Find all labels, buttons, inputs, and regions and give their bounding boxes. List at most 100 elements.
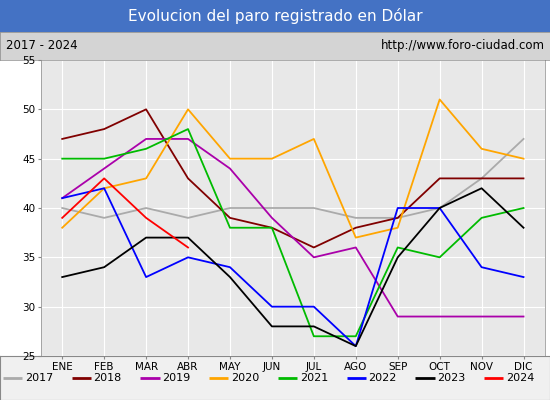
2020 [227, 156, 233, 161]
2018 [185, 176, 191, 181]
2024 [101, 176, 107, 181]
2023 [268, 324, 275, 329]
2020 [436, 97, 443, 102]
2017 [268, 206, 275, 210]
2021 [185, 127, 191, 132]
Line: 2022: 2022 [62, 188, 524, 346]
Line: 2017: 2017 [62, 139, 524, 218]
Line: 2023: 2023 [62, 188, 524, 346]
2020 [185, 107, 191, 112]
2021 [227, 225, 233, 230]
2022 [520, 275, 527, 280]
2023 [311, 324, 317, 329]
2017 [394, 216, 401, 220]
2020 [520, 156, 527, 161]
Text: 2021: 2021 [300, 373, 328, 383]
2018 [353, 225, 359, 230]
2019 [436, 314, 443, 319]
2022 [436, 206, 443, 210]
2019 [59, 196, 65, 200]
2017 [478, 176, 485, 181]
Text: http://www.foro-ciudad.com: http://www.foro-ciudad.com [381, 40, 544, 52]
2020 [311, 136, 317, 141]
2023 [101, 265, 107, 270]
2021 [143, 146, 150, 151]
Line: 2020: 2020 [62, 100, 524, 238]
2017 [185, 216, 191, 220]
2022 [394, 206, 401, 210]
2019 [185, 136, 191, 141]
2018 [394, 216, 401, 220]
2023 [394, 255, 401, 260]
Line: 2018: 2018 [62, 109, 524, 248]
2020 [143, 176, 150, 181]
2022 [143, 275, 150, 280]
2023 [185, 235, 191, 240]
2022 [353, 344, 359, 348]
Text: 2019: 2019 [162, 373, 190, 383]
2023 [143, 235, 150, 240]
2021 [311, 334, 317, 339]
2020 [353, 235, 359, 240]
2020 [478, 146, 485, 151]
2023 [478, 186, 485, 191]
2018 [268, 225, 275, 230]
2023 [227, 275, 233, 280]
2021 [436, 255, 443, 260]
2017 [227, 206, 233, 210]
2020 [101, 186, 107, 191]
2018 [143, 107, 150, 112]
2024 [59, 216, 65, 220]
2017 [143, 206, 150, 210]
2019 [143, 136, 150, 141]
2020 [394, 225, 401, 230]
2017 [353, 216, 359, 220]
2017 [59, 206, 65, 210]
2022 [185, 255, 191, 260]
2018 [311, 245, 317, 250]
2021 [353, 334, 359, 339]
2023 [520, 225, 527, 230]
2019 [353, 245, 359, 250]
2020 [268, 156, 275, 161]
Line: 2024: 2024 [62, 178, 188, 248]
Text: 2022: 2022 [368, 373, 397, 383]
2017 [436, 206, 443, 210]
2024 [185, 245, 191, 250]
2019 [520, 314, 527, 319]
2020 [59, 225, 65, 230]
Text: 2024: 2024 [506, 373, 535, 383]
2022 [227, 265, 233, 270]
2018 [227, 216, 233, 220]
Text: Evolucion del paro registrado en Dólar: Evolucion del paro registrado en Dólar [128, 8, 422, 24]
2022 [101, 186, 107, 191]
2018 [101, 127, 107, 132]
Line: 2021: 2021 [62, 129, 524, 336]
2022 [59, 196, 65, 200]
Text: 2017: 2017 [25, 373, 53, 383]
2024 [143, 216, 150, 220]
2021 [520, 206, 527, 210]
2021 [101, 156, 107, 161]
Text: 2018: 2018 [94, 373, 122, 383]
2018 [436, 176, 443, 181]
2022 [478, 265, 485, 270]
2017 [101, 216, 107, 220]
Text: 2023: 2023 [437, 373, 465, 383]
Text: 2017 - 2024: 2017 - 2024 [6, 40, 77, 52]
2019 [311, 255, 317, 260]
2023 [59, 275, 65, 280]
2019 [478, 314, 485, 319]
2019 [101, 166, 107, 171]
2019 [227, 166, 233, 171]
2018 [59, 136, 65, 141]
2017 [311, 206, 317, 210]
2023 [436, 206, 443, 210]
2021 [59, 156, 65, 161]
Text: 2020: 2020 [231, 373, 259, 383]
Line: 2019: 2019 [62, 139, 524, 316]
2019 [268, 216, 275, 220]
2022 [268, 304, 275, 309]
2018 [520, 176, 527, 181]
2021 [394, 245, 401, 250]
